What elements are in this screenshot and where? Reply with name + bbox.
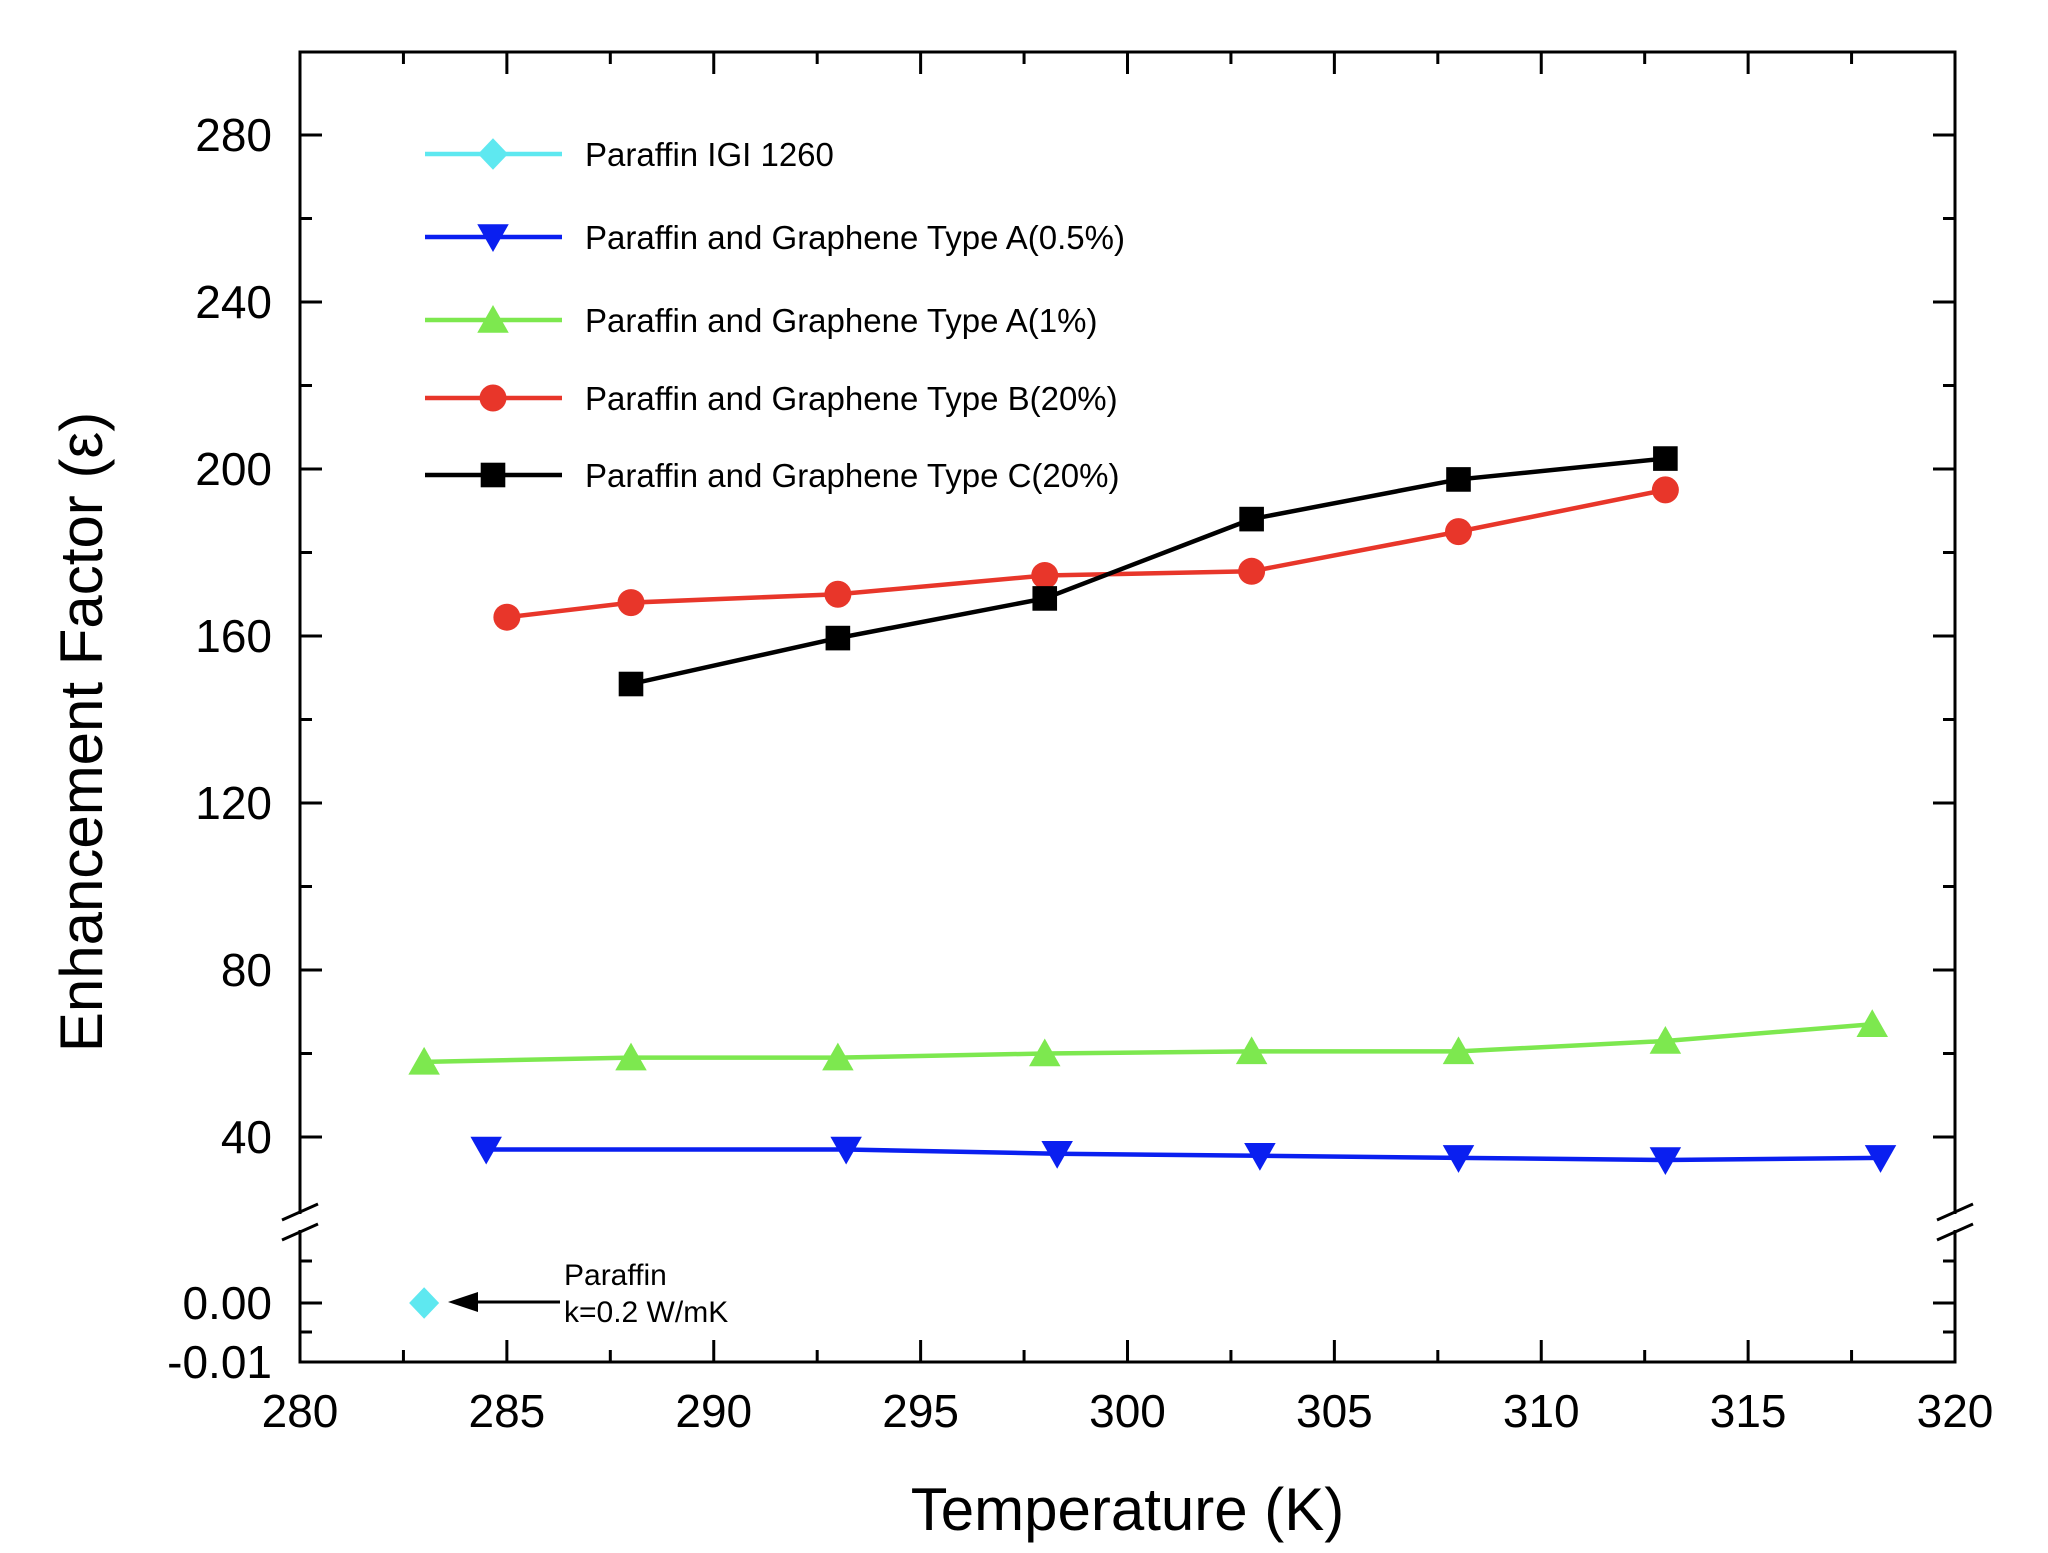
y-tick-label: 280 [195, 109, 272, 161]
series-3-point-7 [1649, 1025, 1682, 1054]
series-2-point-4 [1244, 1143, 1276, 1171]
x-tick-label: 320 [1917, 1385, 1994, 1437]
series-4-point-2 [617, 589, 645, 617]
legend-label-5: Paraffin and Graphene Type C(20%) [585, 457, 1119, 494]
series-3-point-2 [615, 1042, 647, 1071]
axis-break-gap-left [294, 1214, 306, 1230]
series-5-point-2 [825, 625, 851, 651]
axis-break-slash-left-2 [281, 1222, 319, 1242]
series-2-point-7 [1864, 1145, 1897, 1173]
axis-break-slash-right-2 [1936, 1222, 1974, 1242]
legend-marker-1 [478, 138, 508, 170]
legend-label-4: Paraffin and Graphene Type B(20%) [585, 380, 1118, 417]
series-2-point-3 [1041, 1140, 1073, 1169]
annotation-arrow-head [448, 1292, 478, 1312]
x-tick-label: 300 [1089, 1385, 1166, 1437]
x-tick-label: 280 [262, 1385, 339, 1437]
y-tick-label: 80 [221, 944, 272, 996]
series-2-point-5 [1442, 1145, 1475, 1173]
legend-marker-4 [479, 384, 507, 412]
y-tick-label-lower: -0.01 [167, 1336, 272, 1388]
series-4-point-3 [824, 580, 852, 608]
series-3-point-5 [1235, 1036, 1268, 1065]
y-tick-label: 120 [195, 777, 272, 829]
legend-label-1: Paraffin IGI 1260 [585, 136, 834, 173]
series-line-3 [424, 1022, 1873, 1065]
series-5-point-6 [1653, 446, 1678, 471]
series-line-5 [630, 456, 1666, 687]
series-3-point-3 [822, 1042, 854, 1071]
series-5-point-1 [618, 671, 644, 697]
y-tick-label: 160 [195, 610, 272, 662]
y-tick-label: 200 [195, 443, 272, 495]
series-5-point-5 [1446, 467, 1471, 492]
series-3-point-6 [1442, 1036, 1475, 1065]
y-tick-label-lower: 0.00 [182, 1277, 272, 1329]
series-2-point-2 [830, 1136, 862, 1165]
series-3-point-1 [408, 1046, 440, 1075]
axis-break-gap-right [1949, 1214, 1961, 1230]
annotation-line-1: Paraffin [564, 1259, 667, 1292]
series-2-point-6 [1649, 1147, 1682, 1175]
x-tick-label: 310 [1503, 1385, 1580, 1437]
legend-marker-2 [477, 224, 509, 252]
series-4-point-1 [493, 603, 521, 631]
axis-break-slash-left-1 [281, 1202, 319, 1222]
axis-break-slash-right-1 [1936, 1202, 1974, 1222]
series-4-point-7 [1651, 476, 1679, 504]
series-1-point-1 [409, 1287, 440, 1319]
y-axis-title: Enhancement Factor (ε) [48, 412, 115, 1052]
series-5-point-3 [1032, 586, 1058, 611]
x-tick-label: 305 [1296, 1385, 1373, 1437]
series-4-point-6 [1445, 518, 1472, 546]
x-axis-title: Temperature (K) [911, 1476, 1344, 1543]
series-4-point-5 [1238, 557, 1266, 585]
x-tick-label: 315 [1710, 1385, 1787, 1437]
legend-label-2: Paraffin and Graphene Type A(0.5%) [585, 219, 1125, 256]
legend-label-3: Paraffin and Graphene Type A(1%) [585, 302, 1097, 339]
series-2-point-1 [470, 1136, 502, 1165]
y-tick-label: 40 [221, 1111, 272, 1163]
legend-marker-3 [477, 305, 509, 333]
series-3-point-8 [1856, 1009, 1888, 1038]
series-4-point-4 [1031, 561, 1059, 589]
series-5-point-4 [1239, 506, 1264, 532]
x-tick-label: 285 [469, 1385, 546, 1437]
annotation-line-2: k=0.2 W/mK [564, 1296, 728, 1329]
legend-marker-5 [480, 462, 506, 488]
y-tick-label: 240 [195, 276, 272, 328]
series-3-point-4 [1029, 1038, 1061, 1067]
x-tick-label: 295 [882, 1385, 959, 1437]
x-tick-label: 290 [675, 1385, 752, 1437]
